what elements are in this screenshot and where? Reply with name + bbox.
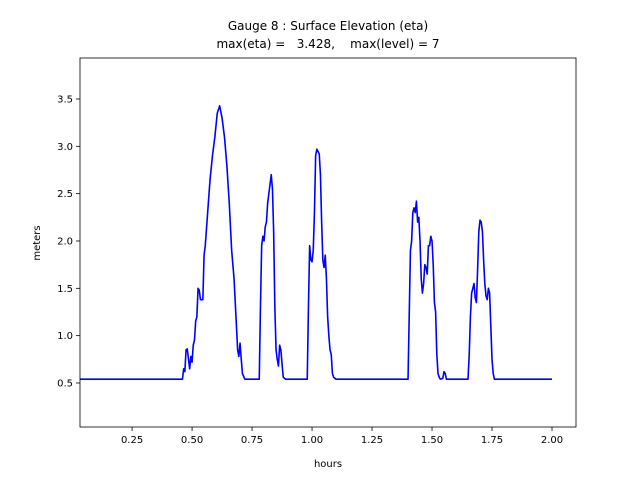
y-tick-label: 3.0 bbox=[57, 142, 73, 153]
x-tick-label: 1.50 bbox=[421, 435, 443, 446]
x-tick-label: 1.00 bbox=[301, 435, 323, 446]
x-tick-label: 1.75 bbox=[481, 435, 503, 446]
plot-frame bbox=[79, 57, 577, 428]
x-tick-label: 1.25 bbox=[361, 435, 383, 446]
y-tick-label: 2.0 bbox=[57, 236, 73, 247]
chart-subtitle: max(eta) = 3.428, max(level) = 7 bbox=[216, 37, 439, 51]
y-tick-label: 1.0 bbox=[57, 331, 73, 342]
x-tick-label: 0.50 bbox=[181, 435, 203, 446]
x-tick-label: 0.75 bbox=[241, 435, 263, 446]
x-axis-label: hours bbox=[314, 459, 342, 470]
y-axis-label: meters bbox=[32, 225, 43, 260]
y-tick-label: 1.5 bbox=[57, 284, 73, 295]
y-tick-label: 3.5 bbox=[57, 94, 73, 105]
x-tick-label: 0.25 bbox=[121, 435, 143, 446]
chart-title: Gauge 8 : Surface Elevation (eta) bbox=[228, 19, 428, 33]
data-line bbox=[80, 105, 552, 380]
y-tick-label: 0.5 bbox=[57, 378, 73, 389]
y-tick-label: 2.5 bbox=[57, 189, 73, 200]
x-tick-label: 2.00 bbox=[541, 435, 563, 446]
